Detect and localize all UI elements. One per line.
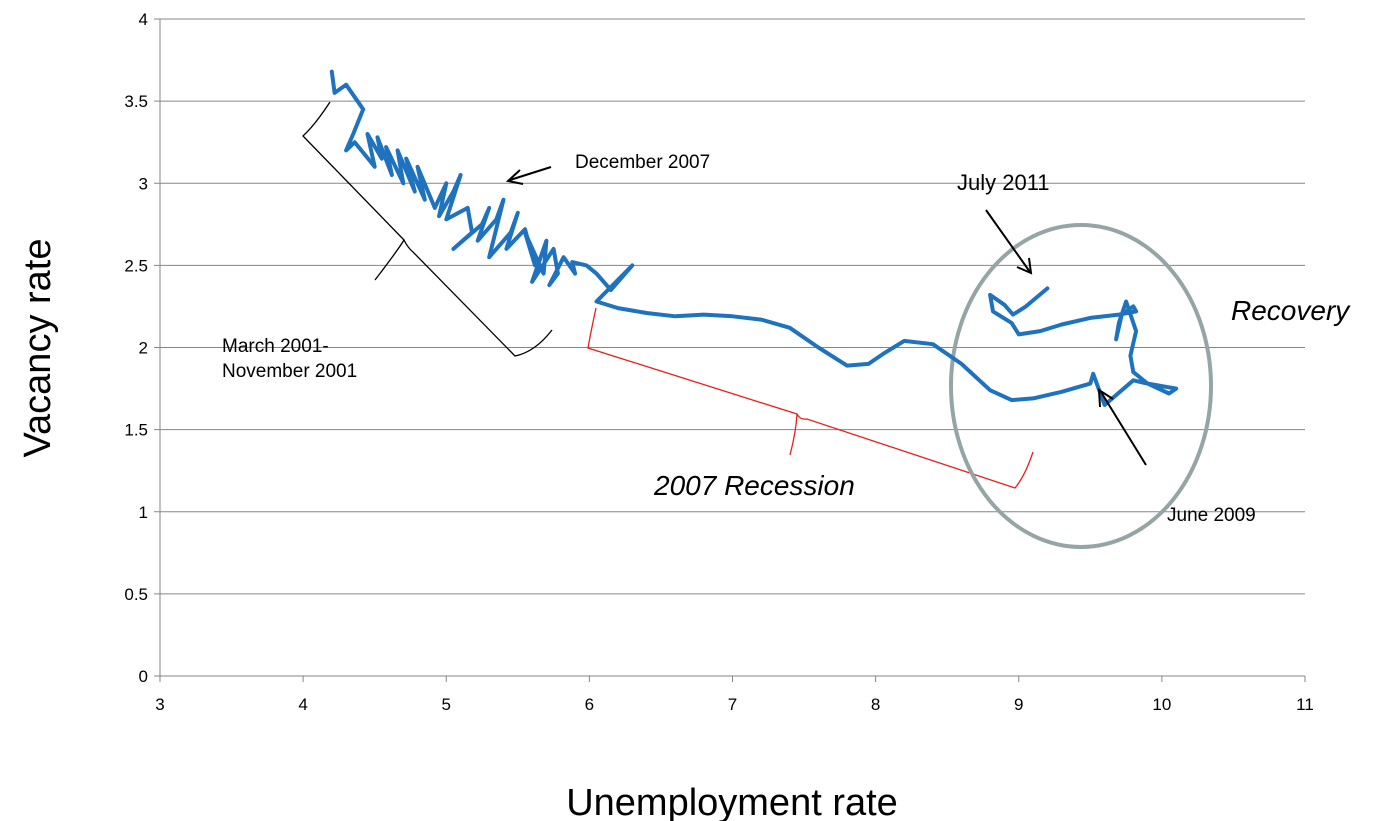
x-tick-label-3: 6 xyxy=(585,695,594,714)
x-tick-label-8: 11 xyxy=(1296,695,1314,714)
x-tick-label-4: 7 xyxy=(728,695,737,714)
x-tick-label-2: 5 xyxy=(442,695,451,714)
arrow-june-2009 xyxy=(1100,391,1147,466)
arrowhead-december-2007 xyxy=(505,169,524,185)
y-tick-label-5: 2.5 xyxy=(124,256,148,275)
y-tick-label-4: 2 xyxy=(139,339,148,358)
y-tick-label-7: 3.5 xyxy=(124,92,148,111)
y-axis-title: Vacancy rate xyxy=(17,239,59,458)
y-tick-label-3: 1.5 xyxy=(124,421,148,440)
arrows xyxy=(505,166,1147,466)
x-axis-title: Unemployment rate xyxy=(566,782,898,821)
series-line xyxy=(329,69,1179,407)
x-tick-label-1: 4 xyxy=(298,695,307,714)
annotation-recovery: Recovery xyxy=(1231,295,1351,326)
bracket-2007 xyxy=(587,307,1034,489)
annotation-july-2011: July 2011 xyxy=(957,170,1050,195)
x-tick-label-5: 8 xyxy=(871,695,880,714)
arrow-july-2011 xyxy=(985,209,1031,273)
annotation-march-2001: March 2001- xyxy=(222,336,329,357)
y-tick-label-8: 4 xyxy=(139,10,148,29)
annotation-november-2001: November 2001 xyxy=(222,361,357,382)
bracket-2001 xyxy=(302,101,553,357)
y-tick-label-0: 0 xyxy=(139,667,148,686)
x-tick-label-6: 9 xyxy=(1014,695,1023,714)
annotation-june-2009: June 2009 xyxy=(1167,505,1256,526)
x-tick-label-7: 10 xyxy=(1152,695,1171,714)
annotation-2007-recession: 2007 Recession xyxy=(653,470,855,501)
y-tick-label-2: 1 xyxy=(139,503,148,522)
x-tick-labels: 3 4 5 6 7 8 9 10 11 xyxy=(155,676,1314,714)
y-tick-labels: 0 0.5 1 1.5 2 2.5 3 3.5 4 xyxy=(124,10,160,686)
x-tick-label-0: 3 xyxy=(155,695,164,714)
recovery-ellipse xyxy=(949,223,1213,549)
y-tick-label-6: 3 xyxy=(139,174,148,193)
y-tick-label-1: 0.5 xyxy=(124,585,148,604)
arrowhead-july-2011 xyxy=(1016,257,1033,275)
arrow-december-2007 xyxy=(509,166,552,181)
arrowhead-june-2009 xyxy=(1097,388,1114,408)
grid-lines xyxy=(160,18,1305,595)
annotation-december-2007: December 2007 xyxy=(575,152,710,173)
